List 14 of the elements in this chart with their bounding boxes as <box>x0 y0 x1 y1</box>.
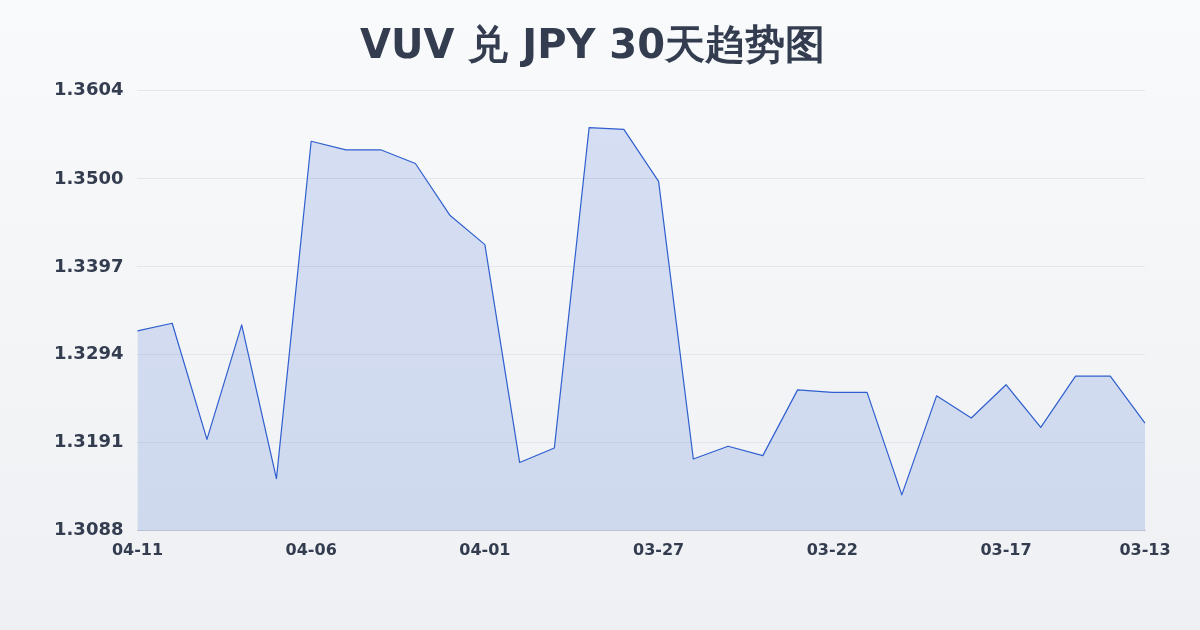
y-tick-label: 1.3397 <box>53 254 124 276</box>
chart-title: VUV 兑 JPY 30天趋势图 <box>360 21 825 68</box>
x-tick-label: 03-22 <box>806 539 858 559</box>
x-tick-label: 03-17 <box>980 539 1032 559</box>
x-tick-label: 04-06 <box>285 539 337 559</box>
x-tick-label: 03-27 <box>633 539 685 559</box>
y-tick-label: 1.3191 <box>53 430 124 452</box>
x-tick-label: 04-11 <box>111 539 164 559</box>
x-tick-label: 03-13 <box>1119 539 1171 559</box>
y-tick-label: 1.3294 <box>53 342 124 364</box>
y-tick-label: 1.3604 <box>53 77 124 99</box>
y-tick-label: 1.3500 <box>53 166 124 188</box>
y-tick-label: 1.3088 <box>53 518 124 540</box>
x-tick-label: 04-01 <box>459 539 511 559</box>
